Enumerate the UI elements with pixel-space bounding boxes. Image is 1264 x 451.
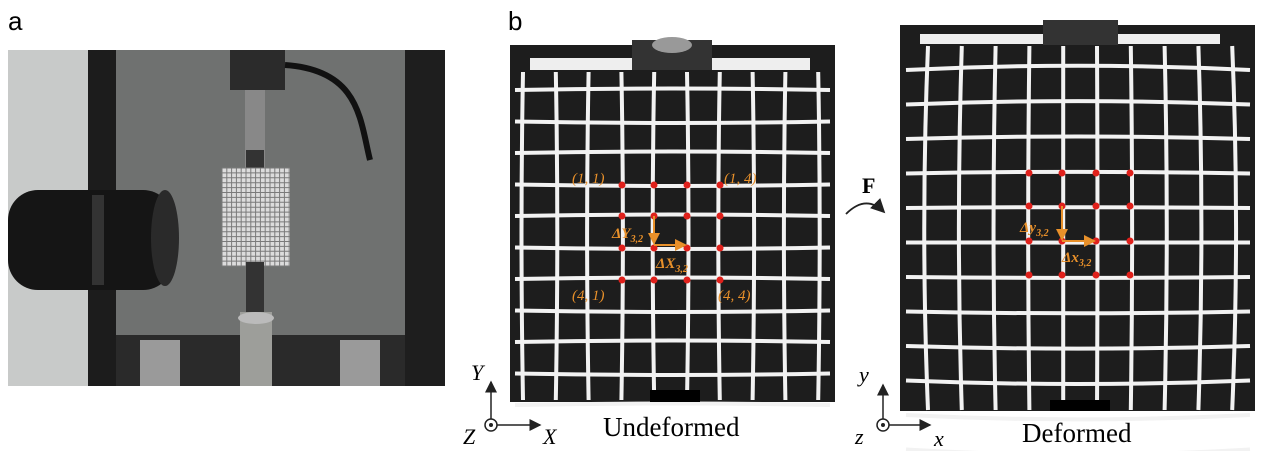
force-label: F [862,173,875,198]
node-dot [717,245,724,252]
node-dot [1093,170,1100,177]
figure: a b [0,0,1264,451]
caption: Deformed [1022,418,1132,448]
node-label: (4, 1) [572,288,605,304]
grid-line [515,122,830,124]
node-dot [619,245,626,252]
delta-sub: 3,2 [674,264,688,275]
grid-line [906,277,1250,278]
node-label: (1, 1) [572,171,605,187]
delta-sub: 3,2 [630,234,644,245]
node-dot [1026,272,1033,279]
grid-line [515,404,830,406]
node-dot [651,182,658,189]
node-dot [684,277,691,284]
node-dot [1127,238,1134,245]
grid-line [515,278,830,280]
node-dot [651,277,658,284]
force-arrow [846,203,884,214]
photo [8,50,445,386]
delta-sub: 3,2 [1035,228,1049,239]
delta-main: Δx [1061,250,1079,266]
node-dot [1093,203,1100,210]
panel-label: b [508,6,522,36]
node-dot [717,277,724,284]
axis-label: x [933,426,944,451]
node-dot [1093,272,1100,279]
node-label: (1, 4) [724,171,757,187]
axis-label: z [854,424,864,449]
node-dot [619,213,626,220]
axis-label: Z [463,424,476,449]
node-dot [1026,203,1033,210]
grid-line [906,172,1250,174]
undeformed-image [510,37,835,405]
grid-line [906,312,1250,314]
grid-line [515,185,830,187]
delta-main: ΔX [655,256,676,272]
delta-main: ΔY [611,226,632,242]
grid-line [515,341,830,343]
grid-line [515,248,830,250]
node-dot [1059,170,1066,177]
grid-line [515,311,830,313]
node-dot [1026,238,1033,245]
deformed-image [900,20,1255,451]
grid-line [515,374,830,376]
delta-sub: 3,2 [1078,258,1092,269]
caption: Undeformed [603,412,740,442]
axis-label: y [857,362,869,387]
delta-main: Δy [1019,220,1036,236]
node-dot [1127,170,1134,177]
node-label: (4, 4) [718,288,751,304]
grid-line [515,152,830,154]
axis-label: X [542,424,558,449]
node-dot [619,182,626,189]
node-dot [684,213,691,220]
node-dot [1026,170,1033,177]
node-dot [1059,272,1066,279]
grid-line [515,215,830,217]
node-dot [684,182,691,189]
node-dot [717,182,724,189]
node-dot [619,277,626,284]
node-dot [1127,272,1134,279]
grid-line [515,89,830,91]
grid-line [906,207,1250,208]
node-dot [1127,203,1134,210]
axis-label: Y [471,360,486,385]
node-dot [717,213,724,220]
panel-label: a [8,6,23,36]
